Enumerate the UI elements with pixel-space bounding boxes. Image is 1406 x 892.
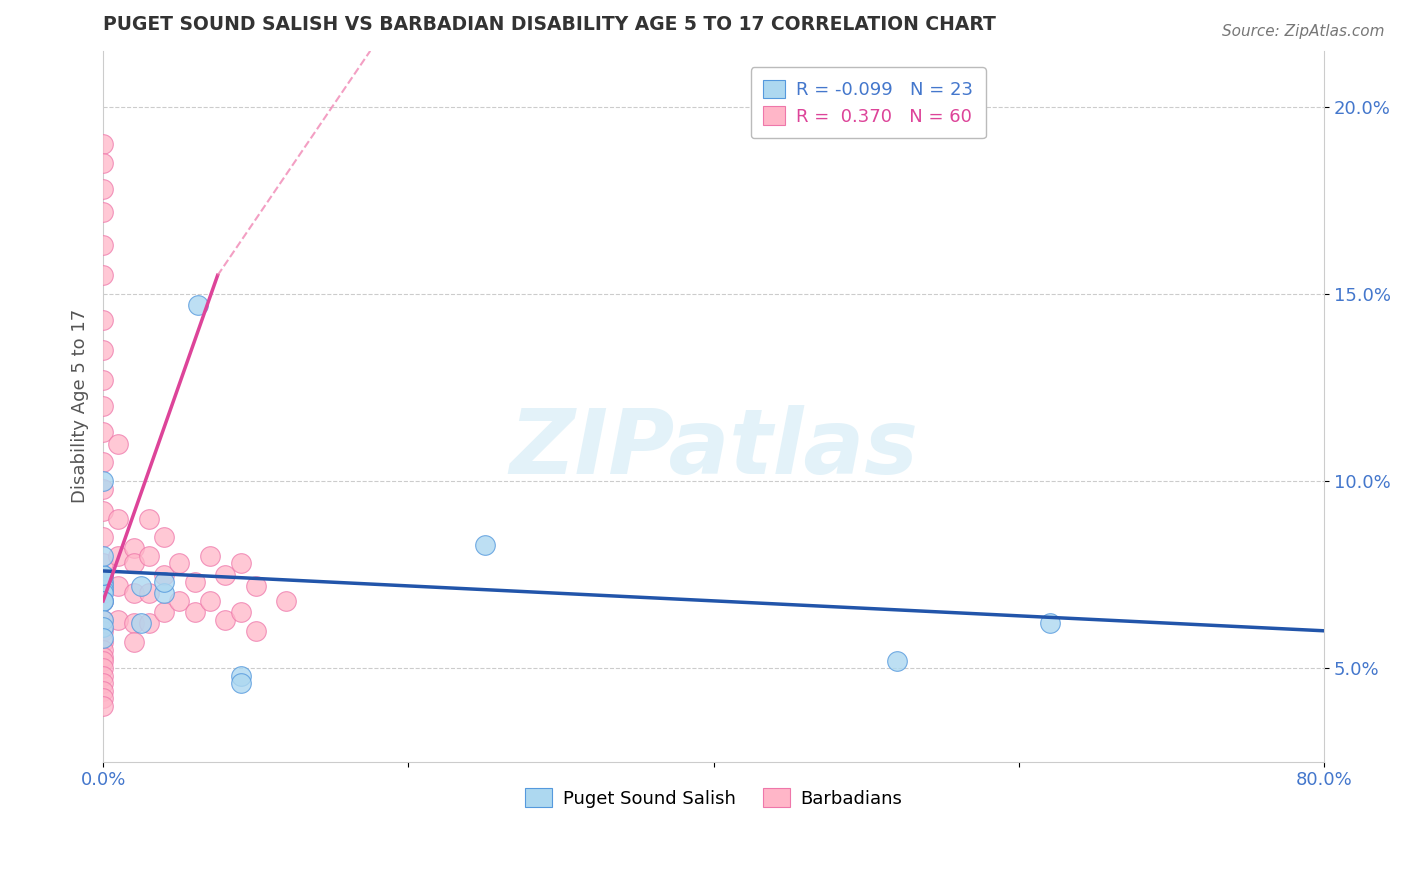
Point [169,557,191,571]
Point [214,613,236,627]
Point [122,635,145,649]
Point [91,268,114,283]
Point [138,586,160,600]
Point [198,594,221,608]
Point [129,616,152,631]
Point [91,137,114,152]
Point [183,605,205,619]
Point [474,538,496,552]
Point [91,373,114,387]
Point [153,605,176,619]
Point [129,579,152,593]
Point [91,238,114,252]
Point [91,399,114,413]
Point [91,620,114,634]
Point [91,549,114,563]
Point [91,313,114,327]
Point [91,676,114,690]
Point [91,650,114,665]
Point [91,182,114,196]
Point [91,343,114,358]
Point [138,549,160,563]
Point [153,530,176,544]
Point [187,298,209,312]
Point [91,204,114,219]
Point [91,582,114,597]
Point [91,586,114,600]
Point [91,482,114,496]
Point [91,654,114,668]
Point [229,676,252,690]
Point [91,557,114,571]
Point [183,575,205,590]
Point [91,579,114,593]
Point [107,613,129,627]
Point [1038,616,1060,631]
Point [91,567,114,582]
Point [91,594,114,608]
Point [91,594,114,608]
Point [229,669,252,683]
Point [886,654,908,668]
Point [91,635,114,649]
Point [153,586,176,600]
Point [91,567,114,582]
Point [91,698,114,713]
Point [153,575,176,590]
Point [276,594,298,608]
Point [229,557,252,571]
Point [91,683,114,698]
Point [245,624,267,638]
Text: Source: ZipAtlas.com: Source: ZipAtlas.com [1222,24,1385,39]
Point [169,594,191,608]
Point [91,669,114,683]
Point [107,579,129,593]
Point [107,436,129,450]
Point [107,511,129,525]
Point [138,511,160,525]
Point [91,632,114,646]
Point [138,616,160,631]
Point [153,567,176,582]
Point [91,474,114,488]
Point [91,425,114,440]
Point [107,549,129,563]
Point [91,624,114,638]
Point [91,575,114,590]
Legend: Puget Sound Salish, Barbadians: Puget Sound Salish, Barbadians [516,780,911,817]
Point [91,613,114,627]
Point [91,530,114,544]
Point [122,616,145,631]
Point [122,586,145,600]
Point [91,594,114,608]
Point [229,605,252,619]
Point [245,579,267,593]
Point [91,156,114,170]
Text: ZIPatlas: ZIPatlas [509,405,918,493]
Point [122,541,145,556]
Point [91,575,114,590]
Point [91,613,114,627]
Point [198,549,221,563]
Point [122,557,145,571]
Point [91,642,114,657]
Point [91,504,114,518]
Point [91,691,114,706]
Point [214,567,236,582]
Point [91,661,114,675]
Y-axis label: Disability Age 5 to 17: Disability Age 5 to 17 [72,310,89,503]
Point [91,455,114,469]
Text: PUGET SOUND SALISH VS BARBADIAN DISABILITY AGE 5 TO 17 CORRELATION CHART: PUGET SOUND SALISH VS BARBADIAN DISABILI… [103,15,995,34]
